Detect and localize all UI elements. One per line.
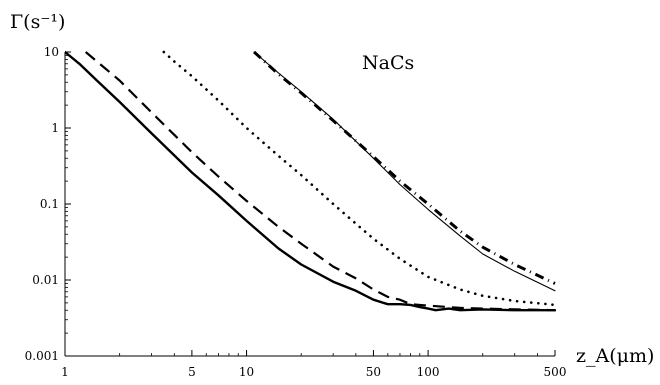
- y-tick-label: 0.1: [40, 197, 59, 211]
- x-tick-label: 1: [61, 365, 69, 379]
- x-axis-label: z_A(μm): [576, 345, 654, 367]
- series-line-dash-dot-thick: [253, 50, 556, 285]
- series-line-solid-thick: [65, 50, 556, 312]
- annotation-group: NaCs: [362, 52, 414, 74]
- x-tick-label: 500: [544, 365, 567, 379]
- y-tick-label: 10: [44, 45, 59, 59]
- x-tick-label: 50: [366, 365, 381, 379]
- x-tick-label: 10: [239, 365, 254, 379]
- x-axis-title: z_A(μm): [576, 345, 654, 367]
- y-axis-label: Γ(s⁻¹): [10, 11, 65, 33]
- series-group: [65, 50, 556, 312]
- x-tick-label: 100: [417, 365, 440, 379]
- axes: 0.001 0.01 0.1 1 10 1 5 10 50 100 500: [25, 45, 567, 379]
- series-line-dashed: [84, 51, 556, 312]
- y-tick-label: 1: [51, 121, 59, 135]
- y-tick-label: 0.01: [32, 273, 59, 287]
- annotation-nacs: NaCs: [362, 52, 414, 74]
- y-tick-label: 0.001: [25, 349, 59, 363]
- x-tick-label: 5: [188, 365, 196, 379]
- series-line-dotted: [162, 50, 556, 307]
- y-axis-title: Γ(s⁻¹): [10, 11, 65, 33]
- series-line-solid-thin: [253, 51, 556, 292]
